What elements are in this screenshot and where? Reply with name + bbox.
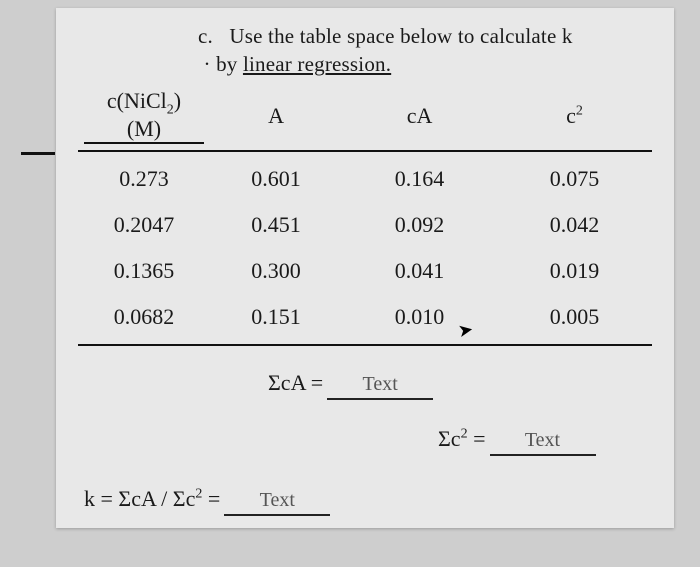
cell-A: 0.451 <box>210 202 342 248</box>
header-concentration: c(NiCl2) (M) <box>78 83 210 151</box>
sigma-c2-prefix: Σc <box>438 426 461 451</box>
header-c2-exp: 2 <box>576 104 583 119</box>
cell-A: 0.601 <box>210 151 342 202</box>
header-cA: cA <box>342 83 497 151</box>
k-prefix: k = ΣcA / Σc <box>84 486 195 511</box>
cell-cA: 0.164 <box>342 151 497 202</box>
table-row: 0.2047 0.451 0.092 0.042 <box>78 202 652 248</box>
cell-A: 0.300 <box>210 248 342 294</box>
header-c2: c2 <box>497 83 652 151</box>
table-row: 0.1365 0.300 0.041 0.019 <box>78 248 652 294</box>
sum-c2-row: Σc2 = Text <box>438 426 652 456</box>
cell-c: 0.0682 <box>78 294 210 345</box>
cell-c2: 0.075 <box>497 151 652 202</box>
table-header-row: c(NiCl2) (M) A cA c2 <box>78 83 652 151</box>
sigma-c2-label: Σc2 = <box>438 426 486 452</box>
cell-c: 0.1365 <box>78 248 210 294</box>
data-table: c(NiCl2) (M) A cA c2 0.273 0.601 0.164 0… <box>78 83 652 346</box>
k-suffix: = <box>202 486 220 511</box>
margin-rule <box>21 152 55 155</box>
cell-c: 0.2047 <box>78 202 210 248</box>
cell-c: 0.273 <box>78 151 210 202</box>
question-prompt: c. Use the table space below to calculat… <box>198 22 652 79</box>
cell-cA: 0.041 <box>342 248 497 294</box>
header-c2-base: c <box>566 103 576 128</box>
sigma-cA-input[interactable]: Text <box>327 373 433 400</box>
cell-A: 0.151 <box>210 294 342 345</box>
prompt-line2-underline: linear regression. <box>243 52 391 76</box>
prompt-letter: c. <box>198 24 213 48</box>
cell-cA: 0.092 <box>342 202 497 248</box>
header-c-unit: (M) <box>127 116 161 141</box>
header-c-top: c(NiCl <box>107 88 167 113</box>
sigma-c2-suffix: = <box>468 426 486 451</box>
header-c-sub: 2 <box>167 102 174 117</box>
cell-c2: 0.042 <box>497 202 652 248</box>
header-c-close: ) <box>174 88 181 113</box>
cell-c2: 0.005 <box>497 294 652 345</box>
sigma-c2-exp: 2 <box>461 426 468 441</box>
header-A: A <box>210 83 342 151</box>
table-row: 0.273 0.601 0.164 0.075 <box>78 151 652 202</box>
prompt-line1: Use the table space below to calculate k <box>229 24 572 48</box>
worksheet-page: c. Use the table space below to calculat… <box>56 8 674 528</box>
sigma-cA-label: ΣcA = <box>268 370 323 396</box>
table-row: 0.0682 0.151 0.010 0.005 <box>78 294 652 345</box>
prompt-line2-prefix: by <box>216 52 243 76</box>
k-input[interactable]: Text <box>224 489 330 516</box>
k-label: k = ΣcA / Σc2 = <box>84 486 220 512</box>
cell-c2: 0.019 <box>497 248 652 294</box>
sum-cA-row: ΣcA = Text <box>268 370 652 400</box>
sigma-c2-input[interactable]: Text <box>490 429 596 456</box>
k-row: k = ΣcA / Σc2 = Text <box>84 486 652 516</box>
